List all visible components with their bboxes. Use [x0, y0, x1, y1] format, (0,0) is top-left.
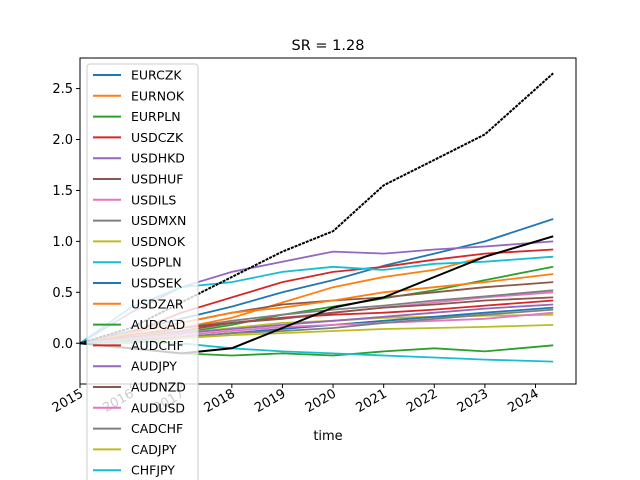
legend-label-usdhuf: USDHUF [131, 172, 183, 187]
legend-label-eurpln: EURPLN [131, 109, 181, 124]
legend-label-usdpln: USDPLN [131, 255, 182, 270]
y-tick-label: 0.0 [52, 337, 73, 352]
y-tick-label: 0.5 [52, 286, 73, 301]
legend-label-chfjpy: CHFJPY [131, 463, 175, 478]
y-tick-label: 2.5 [52, 82, 73, 97]
legend-label-usdnok: USDNOK [131, 234, 186, 249]
legend-label-eurczk: EURCZK [131, 68, 182, 83]
legend-label-cadjpy: CADJPY [131, 442, 177, 457]
legend-label-usdsek: USDSEK [131, 276, 183, 291]
legend-label-usdczk: USDCZK [131, 130, 184, 145]
legend-label-cadchf: CADCHF [131, 421, 183, 436]
legend-label-audusd: AUDUSD [131, 400, 185, 415]
y-tick-label: 1.5 [52, 184, 73, 199]
y-tick-label: 2.0 [52, 133, 73, 148]
legend-label-usdils: USDILS [131, 192, 176, 207]
legend-label-usdmxn: USDMXN [131, 213, 186, 228]
x-axis-label: time [313, 429, 342, 444]
legend: EURCZK EURNOK EURPLN USDCZK USDHKD USDHUF USDI… [86, 63, 199, 480]
legend-box [86, 63, 199, 480]
legend-label-audcad: AUDCAD [131, 317, 185, 332]
legend-label-usdhkd: USDHKD [131, 151, 185, 166]
axes-frame [79, 57, 577, 385]
y-tick-label: 1.0 [52, 235, 73, 250]
legend-label-audnzd: AUDNZD [131, 380, 186, 395]
chart-title: SR = 1.28 [292, 38, 365, 54]
legend-label-audjpy: AUDJPY [131, 359, 177, 374]
legend-label-eurnok: EURNOK [131, 88, 185, 103]
legend-label-audchf: AUDCHF [131, 338, 184, 353]
legend-label-usdzar: USDZAR [131, 296, 184, 311]
